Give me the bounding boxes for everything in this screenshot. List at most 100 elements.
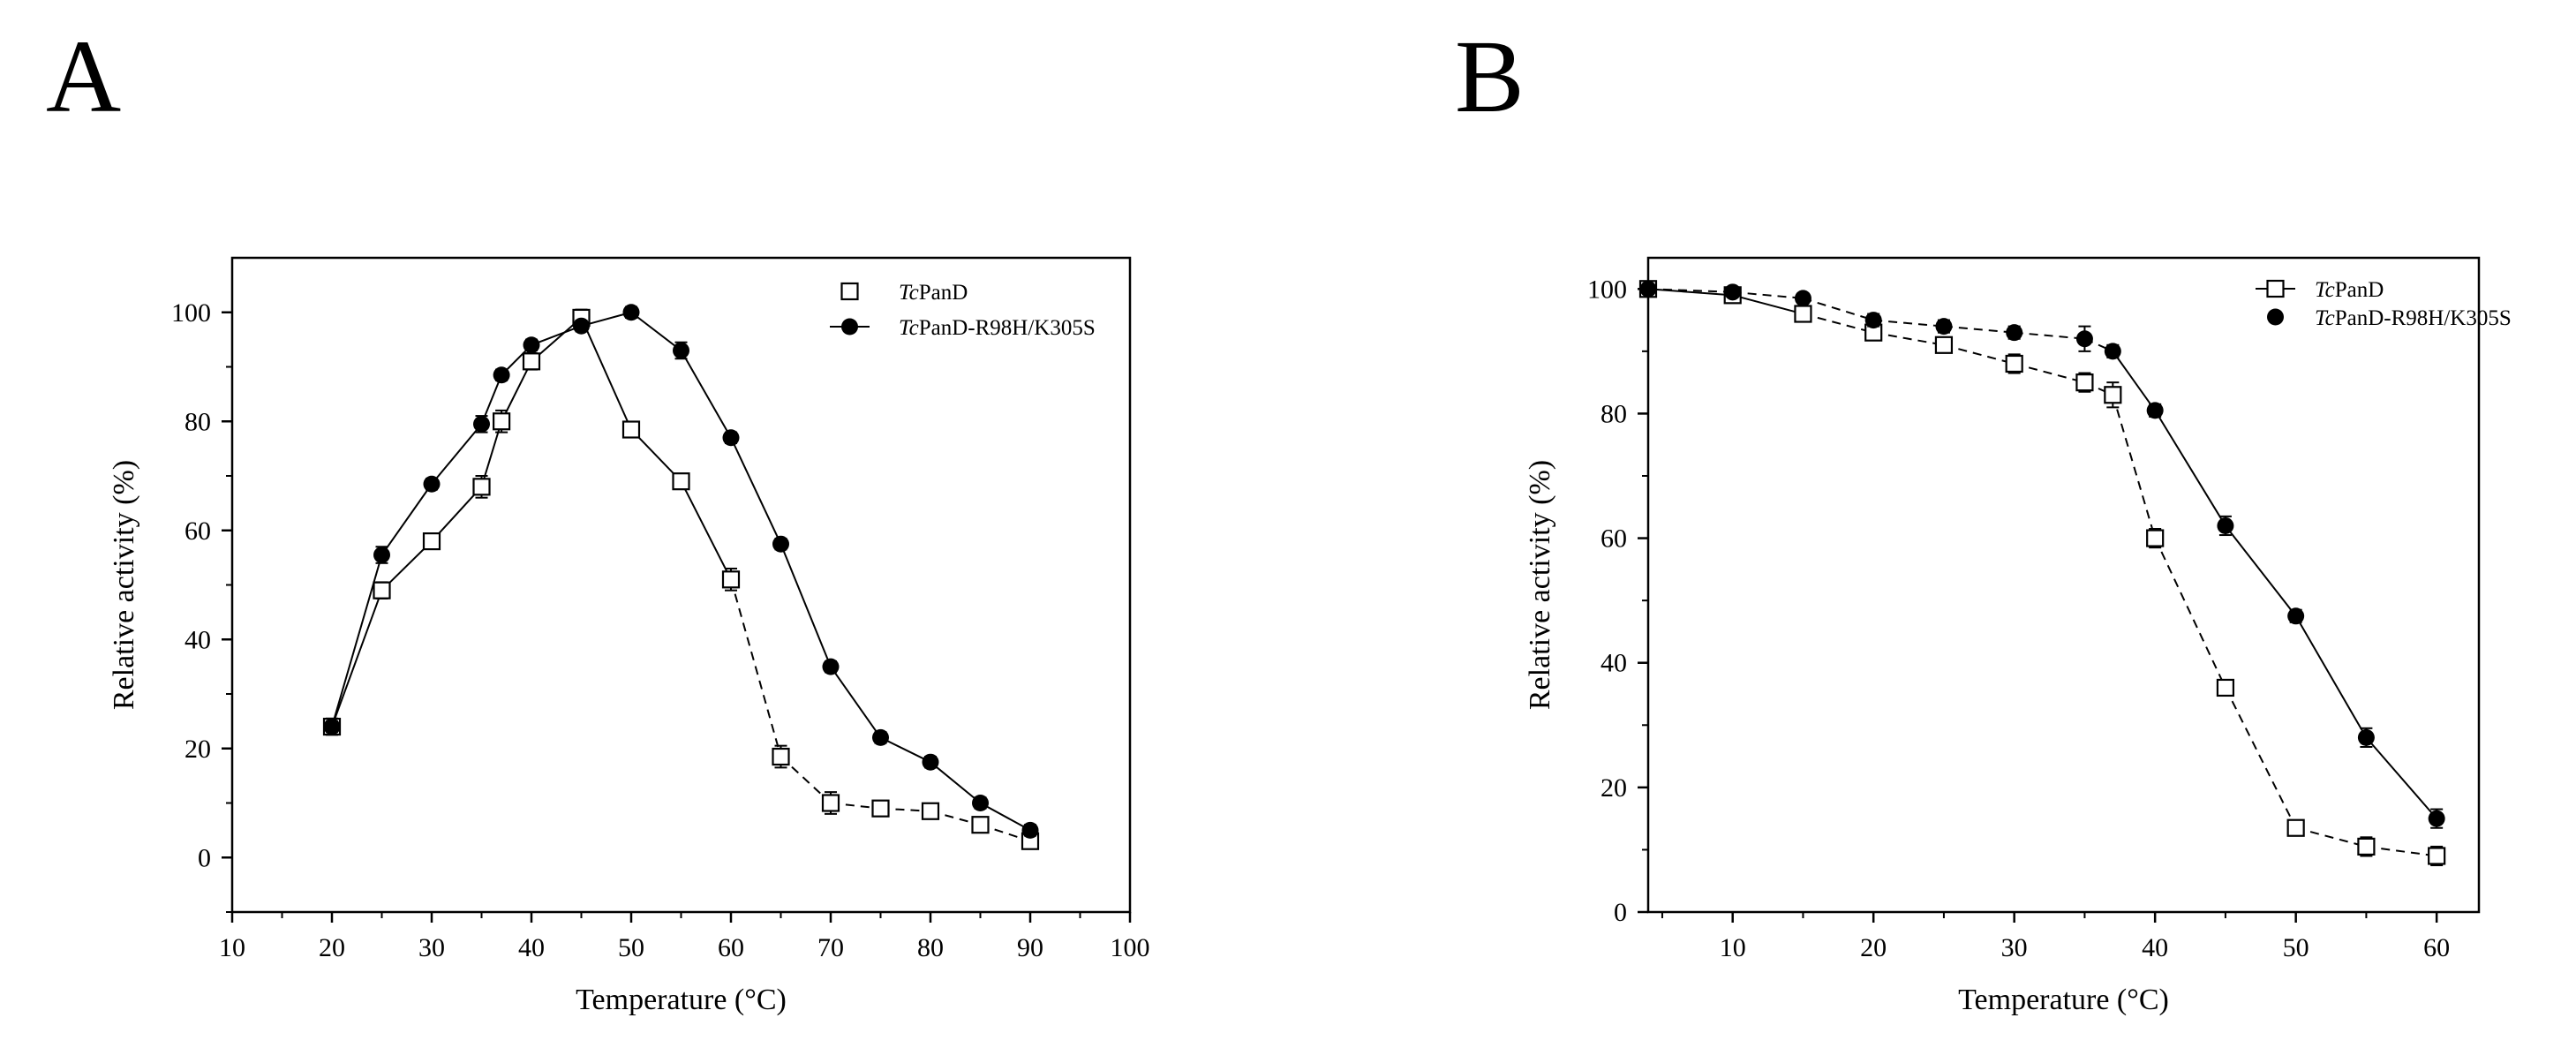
y-tick-label: 20 xyxy=(1601,773,1627,803)
series-line-segment xyxy=(2154,538,2226,689)
y-axis-title: Relative activity (%) xyxy=(1524,460,1556,710)
x-tick-label: 30 xyxy=(418,933,445,962)
data-point-circle xyxy=(2428,810,2445,827)
x-tick-label: 60 xyxy=(718,933,744,962)
series-line-segment xyxy=(331,590,383,728)
data-point-circle xyxy=(1864,312,1882,329)
series-line-segment xyxy=(1732,290,1804,299)
data-point-square xyxy=(2104,386,2122,404)
data-point-circle xyxy=(772,535,789,553)
y-tick-label: 40 xyxy=(1601,649,1627,678)
series-line-segment xyxy=(730,579,782,758)
legend-label-rest: PanD xyxy=(2335,278,2384,302)
y-tick-label: 0 xyxy=(198,843,211,872)
x-axis-title: Temperature (°C) xyxy=(576,984,787,1016)
legend-label: TcPanD xyxy=(899,281,968,305)
data-point-circle xyxy=(1935,318,1953,336)
data-point-circle xyxy=(2357,728,2375,746)
data-point-circle xyxy=(2075,330,2093,348)
data-point-square xyxy=(921,802,940,820)
y-tick-label: 80 xyxy=(1601,399,1627,428)
data-point-square xyxy=(1934,336,1954,354)
chart-a: 10 20 30 40 50 60 70 80 90 100 0 20 40 60 80 100 Tempera… xyxy=(108,256,1150,1016)
x-tick-label: 40 xyxy=(518,933,545,962)
y-tick-label: 40 xyxy=(185,625,211,654)
x-tick-label: 10 xyxy=(219,933,245,962)
legend-label-italic: Tc xyxy=(899,281,919,305)
y-tick-label: 60 xyxy=(1601,524,1627,554)
data-point-circle xyxy=(1794,290,1811,307)
series-line-segment xyxy=(1732,294,1804,315)
legend-label: TcPanD-R98H/K305S xyxy=(899,316,1096,340)
legend-label-rest: PanD-R98H/K305S xyxy=(919,316,1096,340)
y-tick-label: 0 xyxy=(1614,898,1627,927)
legend-label-italic: Tc xyxy=(899,316,919,340)
series-line-segment xyxy=(2295,826,2367,848)
data-point-circle xyxy=(423,475,441,493)
x-tick-label: 50 xyxy=(618,933,644,962)
series-line-segment xyxy=(580,317,632,430)
y-tick-label: 80 xyxy=(185,407,211,436)
legend-label-rest: PanD xyxy=(919,281,968,305)
legend-marker-square xyxy=(2266,279,2285,298)
series-line-segment xyxy=(2014,331,2085,340)
y-tick-label: 60 xyxy=(185,516,211,546)
series-line-segment xyxy=(680,480,732,580)
legend-marker-square xyxy=(840,282,859,301)
data-point-square xyxy=(2286,818,2305,837)
data-point-circle xyxy=(822,658,840,675)
x-tick-label: 70 xyxy=(817,933,844,962)
y-axis-title: Relative activity (%) xyxy=(108,460,140,710)
series-line-segment xyxy=(980,802,1031,832)
legend-label-italic: Tc xyxy=(2315,278,2335,302)
data-point-circle xyxy=(1639,280,1657,298)
series-line-segment xyxy=(501,360,532,422)
series-line-segment xyxy=(1803,313,1874,334)
y-tick-label: 20 xyxy=(185,735,211,764)
data-point-circle xyxy=(2287,607,2305,625)
data-point-square xyxy=(2216,678,2235,697)
data-point-circle xyxy=(922,753,939,771)
series-line-segment xyxy=(2225,524,2297,617)
series-line-segment xyxy=(2112,394,2157,539)
series-line-segment xyxy=(431,423,483,485)
series-line-segment xyxy=(2366,845,2437,857)
legend-label: TcPanD xyxy=(2315,278,2384,302)
x-tick-label: 40 xyxy=(2142,933,2168,962)
chart-b: 10 20 30 40 50 60 0 20 40 60 80 100 Temperature (°C)… xyxy=(1524,256,2512,1016)
x-tick-label: 20 xyxy=(1860,933,1887,962)
data-point-square xyxy=(871,799,890,818)
x-tick-label: 20 xyxy=(319,933,345,962)
data-point-circle xyxy=(722,429,740,447)
data-point-circle xyxy=(673,342,689,359)
data-point-circle xyxy=(2146,402,2164,419)
x-tick-label: 50 xyxy=(2283,933,2309,962)
legend-label: TcPanD-R98H/K305S xyxy=(2315,306,2512,330)
series-line-segment xyxy=(2365,736,2437,819)
x-tick-label: 100 xyxy=(1111,933,1150,962)
series-line-segment xyxy=(2154,410,2226,526)
plot-frame xyxy=(1646,256,2481,914)
series-line-segment xyxy=(2294,615,2368,738)
series-line-segment xyxy=(2225,687,2297,829)
x-axis-title: Temperature (°C) xyxy=(1958,984,2169,1016)
data-point-square xyxy=(2075,373,2094,392)
data-point-circle xyxy=(473,415,490,433)
data-point-square xyxy=(971,816,990,834)
data-point-square xyxy=(1794,305,1812,323)
series-line-segment xyxy=(1873,319,1945,328)
data-point-circle xyxy=(2217,516,2234,534)
series-line-segment xyxy=(930,761,982,804)
x-tick-label: 60 xyxy=(2423,933,2450,962)
series-line-segment xyxy=(880,736,931,764)
series-line-segment xyxy=(380,483,433,556)
series-line-segment xyxy=(730,437,782,545)
data-point-square xyxy=(2428,847,2446,865)
series-line-segment xyxy=(780,543,832,667)
series-line-segment xyxy=(1873,331,1945,346)
legend-marker-circle xyxy=(2267,308,2284,326)
data-point-circle xyxy=(2104,343,2121,360)
data-point-square xyxy=(2005,354,2023,373)
series-line-segment xyxy=(1647,288,1733,297)
data-point-circle xyxy=(2006,324,2023,342)
